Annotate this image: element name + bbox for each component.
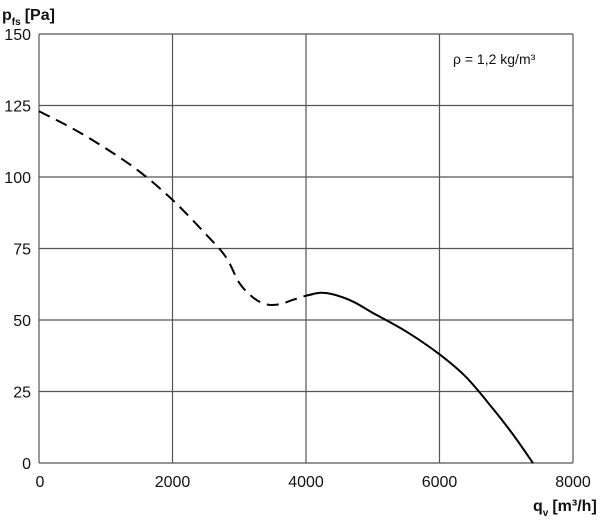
dashed-curve-line xyxy=(38,110,313,306)
x-axis-title: qv [m³/h] xyxy=(533,498,597,519)
density-annotation: ρ = 1,2 kg/m³ xyxy=(453,51,536,67)
curve-series xyxy=(38,110,534,464)
y-tick-label: 125 xyxy=(4,99,31,116)
y-tick-label: 100 xyxy=(4,170,31,187)
y-tick-label: 0 xyxy=(22,456,31,473)
y-tick-label: 25 xyxy=(13,385,31,402)
tick-labels: 0 25 50 75 100 125 150 0 2000 4000 6000 8000 xyxy=(4,27,591,491)
x-tick-label: 2000 xyxy=(155,474,191,491)
plot-grid xyxy=(38,33,574,464)
x-tick-label: 0 xyxy=(36,474,45,491)
x-tick-label: 6000 xyxy=(422,474,458,491)
x-tick-label: 8000 xyxy=(555,474,591,491)
y-tick-label: 75 xyxy=(13,242,31,259)
y-tick-label: 150 xyxy=(4,27,31,44)
x-tick-label: 4000 xyxy=(288,474,324,491)
y-axis-title: pfs [Pa] xyxy=(2,7,55,28)
y-tick-label: 50 xyxy=(13,313,31,330)
solid-curve-line xyxy=(305,291,534,464)
